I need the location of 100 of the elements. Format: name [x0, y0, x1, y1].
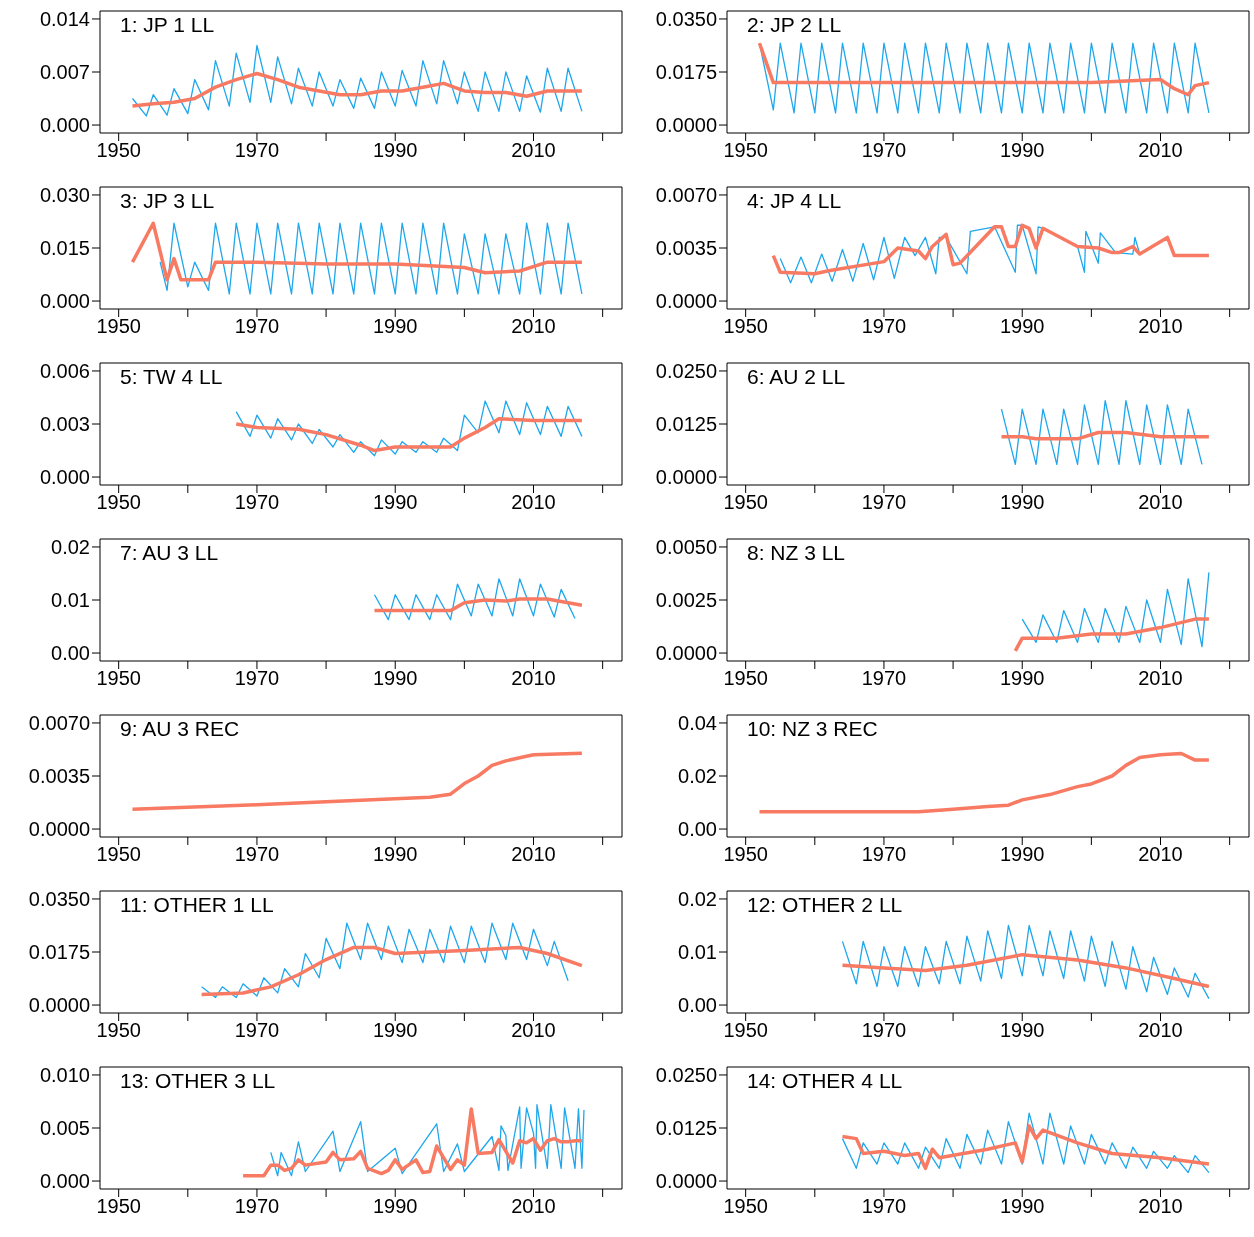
chart-title: 11: OTHER 1 LL	[120, 893, 274, 917]
y-tick-label: 0.0000	[655, 290, 717, 313]
chart-title: 8: NZ 3 LL	[747, 541, 846, 565]
x-tick-label: 1990	[372, 315, 418, 338]
x-tick-label: 2010	[1138, 315, 1183, 338]
y-tick-label: 0.02	[51, 536, 90, 559]
y-tick-label: 0.01	[678, 941, 717, 964]
y-tick-label: 0.04	[678, 712, 717, 735]
line-series	[200, 922, 569, 999]
y-tick-label: 0.0000	[655, 642, 717, 665]
x-tick-label: 1970	[234, 139, 280, 162]
x-tick-label: 2010	[1138, 1195, 1183, 1218]
x-tick-label: 1950	[96, 843, 141, 866]
line-series	[757, 41, 1211, 97]
x-tick-label: 2010	[511, 843, 556, 866]
x-tick-label: 1970	[861, 139, 907, 162]
x-tick-label: 1990	[372, 139, 418, 162]
x-tick-label: 1990	[999, 667, 1045, 690]
line-series	[757, 751, 1211, 814]
chart-title: 2: JP 2 LL	[747, 13, 842, 37]
x-tick-label: 1950	[723, 1019, 768, 1042]
x-tick-label: 1990	[999, 1195, 1045, 1218]
y-tick-label: 0.02	[678, 888, 717, 911]
x-tick-label: 1970	[234, 1019, 280, 1042]
line-series	[841, 924, 1210, 1000]
x-tick-label: 1970	[861, 491, 907, 514]
x-tick-label: 1970	[861, 667, 907, 690]
line-series	[199, 945, 584, 997]
y-tick-label: 0.007	[39, 61, 90, 84]
x-tick-label: 1990	[372, 1195, 418, 1218]
y-tick-label: 0.0070	[655, 184, 717, 207]
y-tick-label: 0.02	[678, 765, 717, 788]
x-tick-label: 2010	[1138, 667, 1183, 690]
y-tick-label: 0.0025	[655, 589, 717, 612]
line-series	[234, 416, 584, 453]
y-tick-label: 0.010	[39, 1064, 90, 1087]
x-tick-label: 2010	[511, 1019, 556, 1042]
x-tick-label: 1950	[723, 315, 768, 338]
x-tick-label: 1990	[372, 843, 418, 866]
line-series	[131, 44, 583, 117]
x-tick-label: 2010	[1138, 843, 1183, 866]
y-tick-label: 0.014	[39, 8, 90, 31]
x-tick-label: 2010	[511, 1195, 556, 1218]
y-tick-label: 0.0050	[655, 536, 717, 559]
chart-title: 7: AU 3 LL	[120, 541, 219, 565]
y-tick-label: 0.0125	[655, 413, 717, 436]
x-tick-label: 1950	[723, 491, 768, 514]
x-tick-label: 1950	[96, 139, 141, 162]
chart-title: 5: TW 4 LL	[120, 365, 223, 389]
x-tick-label: 2010	[511, 491, 556, 514]
x-tick-label: 1950	[723, 139, 768, 162]
chart-title: 14: OTHER 4 LL	[747, 1069, 903, 1093]
y-tick-label: 0.0000	[28, 818, 90, 841]
x-tick-label: 1950	[96, 491, 141, 514]
y-tick-label: 0.0000	[655, 114, 717, 137]
line-series	[1000, 400, 1203, 465]
x-tick-label: 1970	[861, 315, 907, 338]
line-series	[130, 751, 584, 812]
line-series	[779, 224, 1141, 284]
line-series	[130, 221, 584, 282]
line-series	[840, 1124, 1211, 1171]
line-series	[1021, 571, 1210, 648]
y-tick-label: 0.0350	[28, 888, 90, 911]
y-tick-label: 0.000	[39, 1170, 90, 1193]
y-tick-label: 0.0250	[655, 360, 717, 383]
x-tick-label: 1970	[234, 843, 280, 866]
x-tick-label: 2010	[1138, 491, 1183, 514]
chart-title: 9: AU 3 REC	[120, 717, 240, 741]
x-tick-label: 2010	[1138, 139, 1183, 162]
y-tick-label: 0.000	[39, 114, 90, 137]
x-tick-label: 2010	[511, 315, 556, 338]
x-tick-label: 1950	[723, 1195, 768, 1218]
x-tick-label: 1950	[96, 1019, 141, 1042]
line-series	[159, 222, 583, 295]
y-tick-label: 0.0350	[655, 8, 717, 31]
line-series	[771, 223, 1211, 276]
line-series	[130, 71, 584, 108]
line-series	[373, 578, 576, 621]
y-tick-label: 0.0000	[655, 466, 717, 489]
chart-title: 6: AU 2 LL	[747, 365, 846, 389]
x-tick-label: 1970	[234, 315, 280, 338]
y-tick-label: 0.01	[51, 589, 90, 612]
x-tick-label: 1990	[372, 667, 418, 690]
y-tick-label: 0.0000	[28, 994, 90, 1017]
y-tick-label: 0.000	[39, 466, 90, 489]
y-tick-label: 0.015	[39, 237, 90, 260]
chart-title: 4: JP 4 LL	[747, 189, 842, 213]
x-tick-label: 1950	[723, 843, 768, 866]
y-tick-label: 0.0035	[28, 765, 90, 788]
x-tick-label: 1990	[999, 315, 1045, 338]
y-tick-label: 0.0175	[655, 61, 717, 84]
line-series	[372, 597, 584, 613]
x-tick-label: 2010	[1138, 1019, 1183, 1042]
y-tick-label: 0.030	[39, 184, 90, 207]
chart-title: 10: NZ 3 REC	[747, 717, 878, 741]
x-tick-label: 1950	[96, 315, 141, 338]
line-series	[235, 400, 583, 457]
x-tick-label: 1970	[234, 1195, 280, 1218]
y-tick-label: 0.00	[678, 994, 717, 1017]
y-tick-label: 0.0000	[655, 1170, 717, 1193]
